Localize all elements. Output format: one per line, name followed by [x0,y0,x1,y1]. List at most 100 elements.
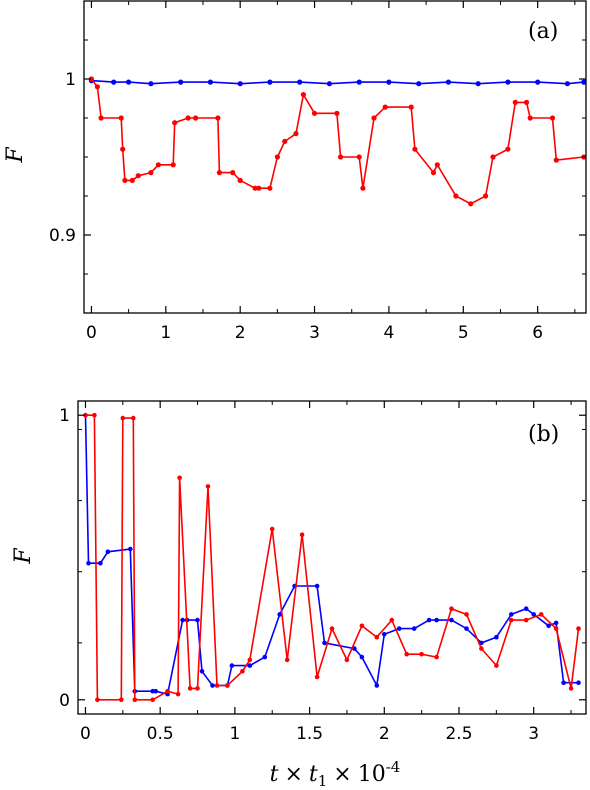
panel-a-ytick-label: 1 [65,70,76,90]
panel-b-series-1-point [119,697,124,703]
panel-a-series-1-point [185,115,191,121]
panel-b: 0 0.5 1 1.5 2 2.5 301 (b) F t × t1 × 10-4 [11,400,587,790]
panel-b-series-0-point [180,617,185,623]
panel-b-series-1-point [95,697,100,703]
panel-b-series-1-point [299,532,305,537]
panel-a-label: (a) [528,19,558,44]
panel-a-series-0-point [535,79,541,85]
panel-b-series-1-point [132,697,138,703]
panel-b-series-0-point [322,640,327,646]
panel-b-series-1-point [177,475,182,481]
panel-b-series-0-point [229,663,235,668]
panel-a-series-1-point [505,146,511,152]
panel-a-series-1-point [155,162,161,168]
panel-b-series-1-point [464,612,469,617]
panel-a-series-0-point [416,81,422,87]
panel-a-series-1-point [408,104,414,110]
panel-b-series-1-point [269,526,275,532]
panel-b-series-0-point [359,654,365,660]
panel-a-series-1-point [512,99,518,105]
panel-a-series-1-point [256,185,262,191]
panel-a-series-1-point [274,154,280,160]
panel-b-series-1-point [479,646,484,651]
panel-b-xtick-label: 1.5 [296,724,323,744]
panel-a-series-0-point [237,81,243,87]
panel-b-series-1-point [214,683,220,688]
panel-b-series-1-point [419,651,424,657]
panel-b-series-0-point [86,560,91,566]
panel-a-series-0-point [178,79,184,85]
panel-a-xtick-label: 1 [160,323,171,343]
panel-b-series-1-point [225,683,230,688]
panel-a-series-1-point [135,173,141,179]
panel-a-series-1-point [434,162,440,168]
panel-b-series-0-point [426,617,432,623]
panel-a-ytick-label: 0.9 [49,226,76,246]
panel-b-series-1-point [329,626,335,631]
panel-b-series-1-point [344,657,350,663]
panel-a-series-0-point [445,79,451,85]
panel-b-xtick-label: 1 [229,724,240,744]
panel-a-series-1-point [483,193,489,199]
panel-b-series-0-point [277,612,283,617]
panel-b-series-1-point [538,612,544,617]
panel-a-series-0-point [326,81,332,87]
panel-b-series-1-point [240,669,245,674]
panel-b-ticks: 0 0.5 1 1.5 2 2.5 3 0 1 [59,401,586,744]
panel-b-series-1-point [165,688,170,694]
panel-b-series-1-point [359,623,365,629]
panel-b-series-0-point [546,623,551,629]
xlabel-t1: t [309,762,318,787]
panel-a-series-1-point [356,154,362,160]
panel-a-series-0-point [475,81,481,87]
panel-a-series-0-point [267,79,273,85]
panel-a-series-1-point [237,177,243,183]
panel-a-xtick-label: 6 [532,323,543,343]
panel-b-series-0-point [411,626,417,631]
panel-b-series-0-point [247,663,253,668]
panel-b-xtick-label: 2 [379,724,390,744]
panel-b-series-0-point [494,634,499,640]
panel-b-frame [77,400,587,715]
panel-a-series-1-line [90,78,584,205]
panel-a-series-0-point [386,79,392,85]
panel-b-series-1-point [374,634,380,640]
xlabel-pow-exp: -4 [386,758,401,776]
panel-b-series-0-point [449,617,454,623]
panel-a-series-1-point [98,115,104,121]
panel-a-series-0-point [356,79,362,85]
panel-a-series-0-point [581,79,587,85]
panel-a-series-0-point [505,79,511,85]
panel-a-series-1-point [311,110,318,116]
panel-b-xtick-label: 3 [528,724,539,744]
panel-a-series-1-point [412,146,418,152]
panel-b-series-0-point [434,617,439,623]
panel-b-series-1-point [131,415,136,421]
panel-b-series-1-point [314,674,320,680]
panel-b-series-1-point [187,686,193,691]
panel-b-series-0-point [374,683,380,688]
panel-b-series-1-point [568,686,574,691]
panel-b-series-0-point [509,612,514,617]
panel-b-series-0-point [576,680,581,685]
panel-b-series-0-point [98,560,103,566]
panel-b-series-1-point [404,651,410,657]
panel-b-series-1-point [576,626,581,631]
panel-a-xtick-label: 0 [86,323,97,343]
panel-a-series-1-point [88,76,94,82]
xlabel-times-2: × [333,762,351,787]
panel-b-series-1-point [553,626,559,631]
panel-b-series-0-point [128,546,133,552]
panel-a-series-1-point [216,170,222,176]
panel-b-xlabel: t × t1 × 10-4 [270,758,401,790]
panel-b-series-1-point [389,617,395,623]
panel-a-series-1-point [118,115,124,121]
panel-a-series-0-point [564,81,571,87]
panel-a-series-1-point [553,157,559,163]
panel-b-ylabel: F [11,548,36,565]
panel-b-series-1-line [85,414,580,701]
panel-a-series-1-point [170,162,176,168]
panel-a-series-1-point [282,138,288,144]
xlabel-t1-sub: 1 [318,772,328,790]
panel-a-series-1-point [468,201,474,207]
